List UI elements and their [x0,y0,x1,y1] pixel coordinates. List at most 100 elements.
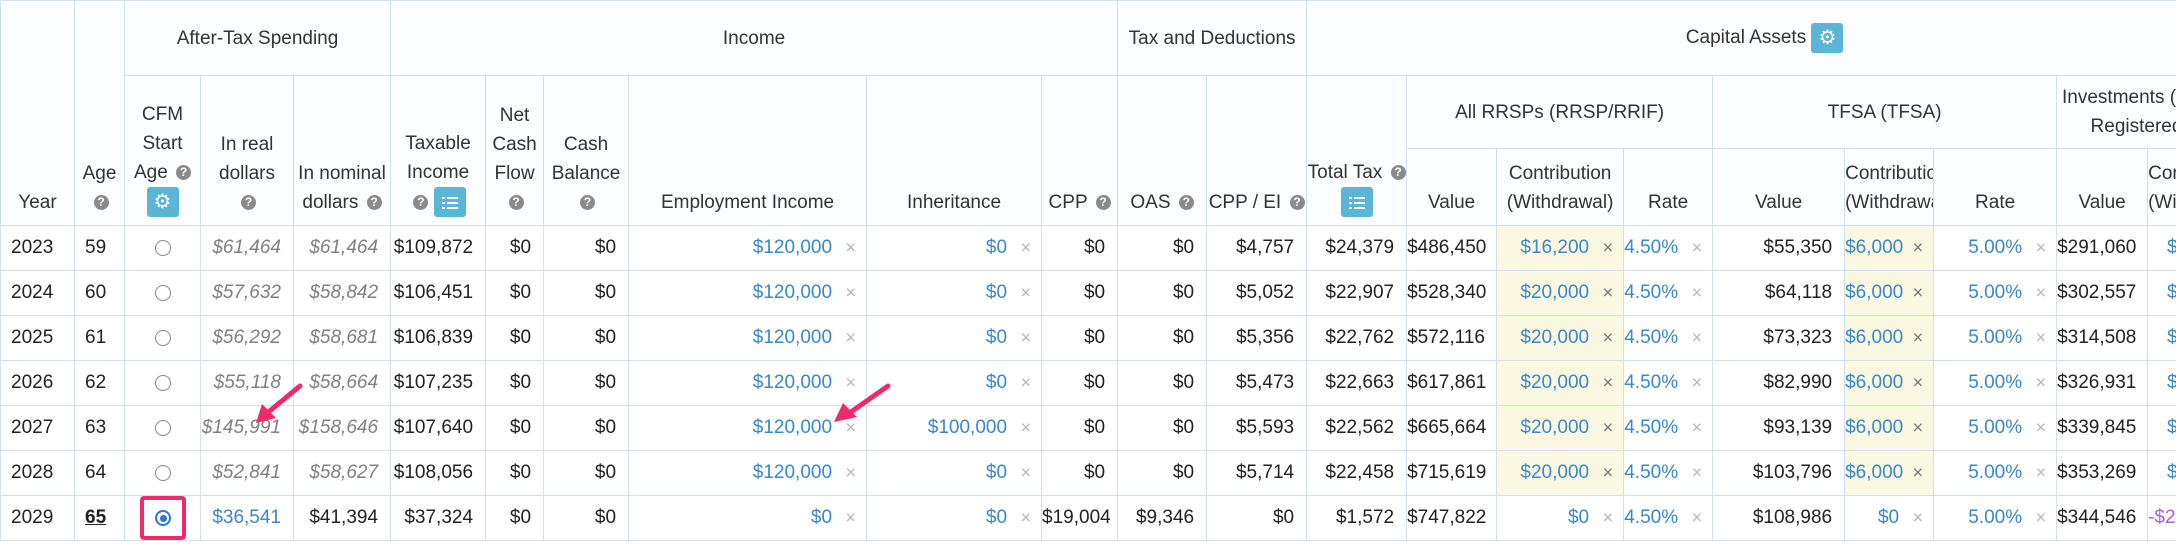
age-cell[interactable]: 65 [74,495,125,541]
clear-icon[interactable]: × [1691,327,1703,348]
help-icon[interactable]: ? [1289,195,1305,211]
clear-icon[interactable]: × [845,417,857,438]
cfm-start-age-cell[interactable] [124,270,201,316]
clear-icon[interactable]: × [2035,507,2047,528]
tfsa-contribution-cell[interactable]: $6,000 × [1844,270,1935,316]
rrsp-rate-cell[interactable]: 4.50% × [1623,225,1714,271]
clear-icon[interactable]: × [1691,507,1703,528]
clear-icon[interactable]: × [845,462,857,483]
clear-icon[interactable]: × [1691,462,1703,483]
tfsa-contribution-cell[interactable]: $6,000 × [1844,450,1935,496]
clear-icon[interactable]: × [1691,417,1703,438]
rrsp-contribution-cell[interactable]: $20,000 × [1496,315,1625,361]
help-icon[interactable]: ? [93,195,109,211]
clear-icon[interactable]: × [2035,282,2047,303]
cfm-start-age-radio[interactable] [154,464,171,481]
cfm-start-age-cell[interactable] [124,450,201,496]
employment-income-cell[interactable]: $120,000 × [628,315,868,361]
tfsa-rate-cell[interactable]: 5.00% × [1933,270,2058,316]
clear-icon[interactable]: × [1912,417,1924,438]
employment-income-cell[interactable]: $120,000 × [628,360,868,406]
taxable-income-list-button[interactable] [433,187,466,217]
rrsp-rate-cell[interactable]: 4.50% × [1623,495,1714,541]
clear-icon[interactable]: × [1691,372,1703,393]
tfsa-rate-cell[interactable]: 5.00% × [1933,495,2058,541]
rrsp-rate-cell[interactable]: 4.50% × [1623,360,1714,406]
rrsp-rate-cell[interactable]: 4.50% × [1623,405,1714,451]
clear-icon[interactable]: × [1602,282,1614,303]
rrsp-rate-cell[interactable]: 4.50% × [1623,270,1714,316]
cfm-settings-button[interactable]: ⚙ [146,187,179,217]
rrsp-contribution-cell[interactable]: $20,000 × [1496,360,1625,406]
clear-icon[interactable]: × [845,282,857,303]
rrsp-contribution-cell[interactable]: $20,000 × [1496,405,1625,451]
inv-contribution-cell[interactable]: $0× [2147,450,2176,496]
help-icon[interactable]: ? [580,195,596,211]
clear-icon[interactable]: × [2035,462,2047,483]
rrsp-rate-cell[interactable]: 4.50% × [1623,450,1714,496]
inheritance-cell[interactable]: $0 × [866,360,1043,406]
tfsa-rate-cell[interactable]: 5.00% × [1933,450,2058,496]
cfm-start-age-radio[interactable] [154,374,171,391]
clear-icon[interactable]: × [845,327,857,348]
cfm-start-age-cell[interactable] [124,495,201,541]
cfm-start-age-radio[interactable] [154,329,171,346]
clear-icon[interactable]: × [1602,462,1614,483]
clear-icon[interactable]: × [1912,282,1924,303]
clear-icon[interactable]: × [1691,237,1703,258]
inheritance-cell[interactable]: $0 × [866,450,1043,496]
clear-icon[interactable]: × [845,372,857,393]
clear-icon[interactable]: × [2035,417,2047,438]
tfsa-contribution-cell[interactable]: $6,000 × [1844,360,1935,406]
inheritance-cell[interactable]: $0 × [866,315,1043,361]
clear-icon[interactable]: × [1020,507,1032,528]
rrsp-contribution-cell[interactable]: $20,000 × [1496,450,1625,496]
clear-icon[interactable]: × [1602,417,1614,438]
clear-icon[interactable]: × [1602,237,1614,258]
cfm-start-age-radio[interactable] [154,509,171,526]
help-icon[interactable]: ? [1178,195,1194,211]
cfm-start-age-radio[interactable] [154,239,171,256]
help-icon[interactable]: ? [413,194,429,210]
employment-income-cell[interactable]: $0 × [628,495,868,541]
employment-income-cell[interactable]: $120,000 × [628,405,868,451]
help-icon[interactable]: ? [176,165,192,181]
tfsa-contribution-cell[interactable]: $6,000 × [1844,405,1935,451]
cfm-start-age-radio[interactable] [154,419,171,436]
clear-icon[interactable]: × [2035,372,2047,393]
clear-icon[interactable]: × [2035,327,2047,348]
clear-icon[interactable]: × [1020,372,1032,393]
clear-icon[interactable]: × [1691,282,1703,303]
inv-contribution-cell[interactable]: $0× [2147,270,2176,316]
capital-assets-settings-button[interactable]: ⚙ [1811,23,1844,53]
tfsa-rate-cell[interactable]: 5.00% × [1933,405,2058,451]
tfsa-rate-cell[interactable]: 5.00% × [1933,225,2058,271]
clear-icon[interactable]: × [1020,282,1032,303]
inv-contribution-cell[interactable]: $0× [2147,405,2176,451]
tfsa-rate-cell[interactable]: 5.00% × [1933,315,2058,361]
clear-icon[interactable]: × [1602,327,1614,348]
tfsa-contribution-cell[interactable]: $6,000 × [1844,315,1935,361]
cfm-start-age-radio[interactable] [154,284,171,301]
tfsa-rate-cell[interactable]: 5.00% × [1933,360,2058,406]
clear-icon[interactable]: × [1912,327,1924,348]
rrsp-rate-cell[interactable]: 4.50% × [1623,315,1714,361]
clear-icon[interactable]: × [845,507,857,528]
inheritance-cell[interactable]: $0 × [866,495,1043,541]
clear-icon[interactable]: × [845,237,857,258]
help-icon[interactable]: ? [1095,195,1111,211]
cfm-start-age-cell[interactable] [124,315,201,361]
cfm-start-age-cell[interactable] [124,225,201,271]
tfsa-contribution-cell[interactable]: $6,000 × [1844,225,1935,271]
employment-income-cell[interactable]: $120,000 × [628,225,868,271]
clear-icon[interactable]: × [1020,462,1032,483]
inheritance-cell[interactable]: $0 × [866,270,1043,316]
total-tax-list-button[interactable] [1340,187,1373,217]
inv-contribution-cell[interactable]: $0× [2147,315,2176,361]
clear-icon[interactable]: × [2035,237,2047,258]
cfm-start-age-cell[interactable] [124,405,201,451]
employment-income-cell[interactable]: $120,000 × [628,450,868,496]
clear-icon[interactable]: × [1602,507,1614,528]
clear-icon[interactable]: × [1020,327,1032,348]
cfm-start-age-cell[interactable] [124,360,201,406]
